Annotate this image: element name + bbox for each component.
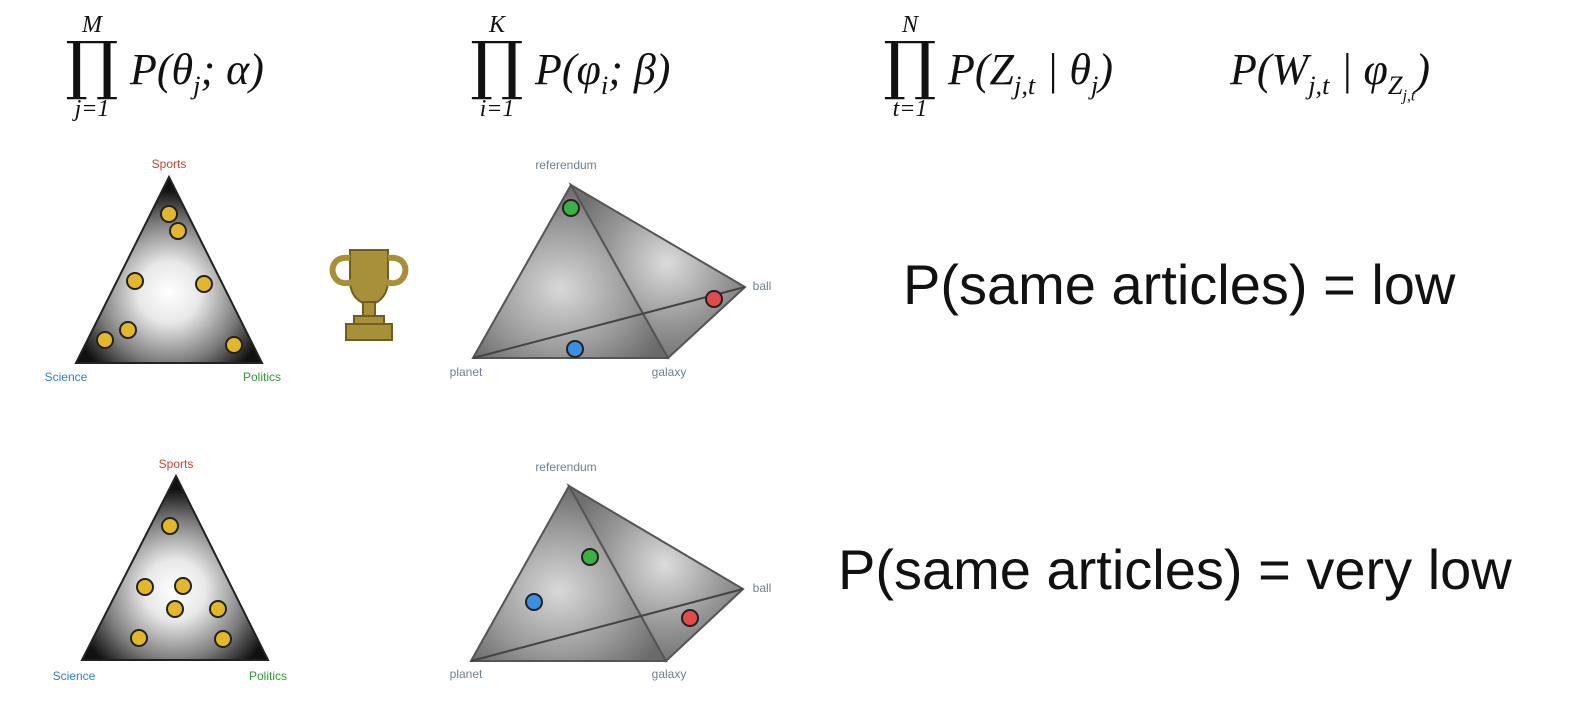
topic-simplex-row2: Sports Science Politics	[53, 457, 287, 683]
vertex-label-politics: Politics	[249, 669, 287, 683]
trophy-icon	[329, 249, 409, 341]
vertex-label-ball: ball	[753, 279, 772, 293]
word-simplex-face-right	[568, 182, 747, 360]
word-dots-row1	[562, 199, 723, 358]
vertex-label-planet: planet	[450, 365, 483, 379]
vertex-label-science: Science	[53, 669, 96, 683]
word-simplex-row1: referendum ball planet galaxy	[450, 158, 772, 379]
topic-dot	[96, 331, 114, 349]
product-symbol-n: N ∏ t=1	[880, 12, 940, 124]
topic-assignment-term: P(Zj,t | θj)	[948, 45, 1113, 100]
product-upper-n: N	[901, 12, 918, 38]
product-symbol-k: K ∏ i=1	[467, 12, 527, 124]
topic-dot	[126, 272, 144, 290]
topic-dot	[174, 577, 192, 595]
product-lower-t: t=1	[892, 96, 928, 122]
word-dot-red	[705, 290, 723, 308]
topic-dots-row2	[130, 517, 232, 648]
result-text-row1: P(same articles) = low	[903, 253, 1456, 316]
theta-prior-term: P(θj; α)	[130, 45, 264, 100]
vertex-label-referendum: referendum	[535, 158, 596, 172]
word-simplex-face-right	[566, 483, 745, 663]
topic-dot	[225, 336, 243, 354]
topic-dot	[136, 578, 154, 596]
word-simplex-back-edge	[470, 588, 744, 662]
product-upper-k: K	[488, 12, 505, 38]
topic-dot	[130, 629, 148, 647]
vertex-label-science: Science	[45, 370, 88, 384]
topic-dot	[195, 275, 213, 293]
topic-dot	[214, 630, 232, 648]
word-dot-green	[581, 548, 599, 566]
word-dot-red	[681, 609, 699, 627]
vertex-label-sports: Sports	[152, 157, 187, 171]
topic-simplex-row1: Sports Science Politics	[45, 157, 281, 384]
vertex-label-politics: Politics	[243, 370, 281, 384]
product-symbol-m: M ∏ j=1	[62, 12, 122, 124]
topic-dot	[160, 205, 178, 223]
product-lower-i: i=1	[479, 96, 515, 122]
topic-dots-row1	[96, 205, 243, 354]
topic-dot	[209, 600, 227, 618]
vertex-label-referendum: referendum	[535, 460, 596, 474]
vertex-label-planet: planet	[450, 667, 483, 681]
product-upper-m: M	[82, 12, 102, 38]
vertex-label-sports: Sports	[159, 457, 194, 471]
vertex-label-galaxy: galaxy	[652, 365, 687, 379]
topic-dot	[169, 222, 187, 240]
word-dot-green	[562, 199, 580, 217]
word-simplex-row2: referendum ball planet galaxy	[450, 460, 772, 681]
phi-prior-term: P(φi; β)	[535, 45, 671, 100]
word-dot-blue	[525, 593, 543, 611]
word-simplex-back-edge	[472, 286, 746, 359]
topic-dot	[161, 517, 179, 535]
word-likelihood-term: P(Wj,t | φZj,t)	[1230, 45, 1430, 105]
vertex-label-galaxy: galaxy	[652, 667, 687, 681]
topic-simplex-triangle	[80, 473, 270, 661]
word-dot-blue	[566, 340, 584, 358]
topic-dot	[119, 321, 137, 339]
vertex-label-ball: ball	[753, 581, 772, 595]
topic-dot	[166, 600, 184, 618]
result-text-row2: P(same articles) = very low	[838, 538, 1512, 601]
topic-simplex-triangle	[74, 174, 264, 364]
product-lower-j: j=1	[74, 96, 110, 122]
word-dots-row2	[525, 548, 699, 627]
